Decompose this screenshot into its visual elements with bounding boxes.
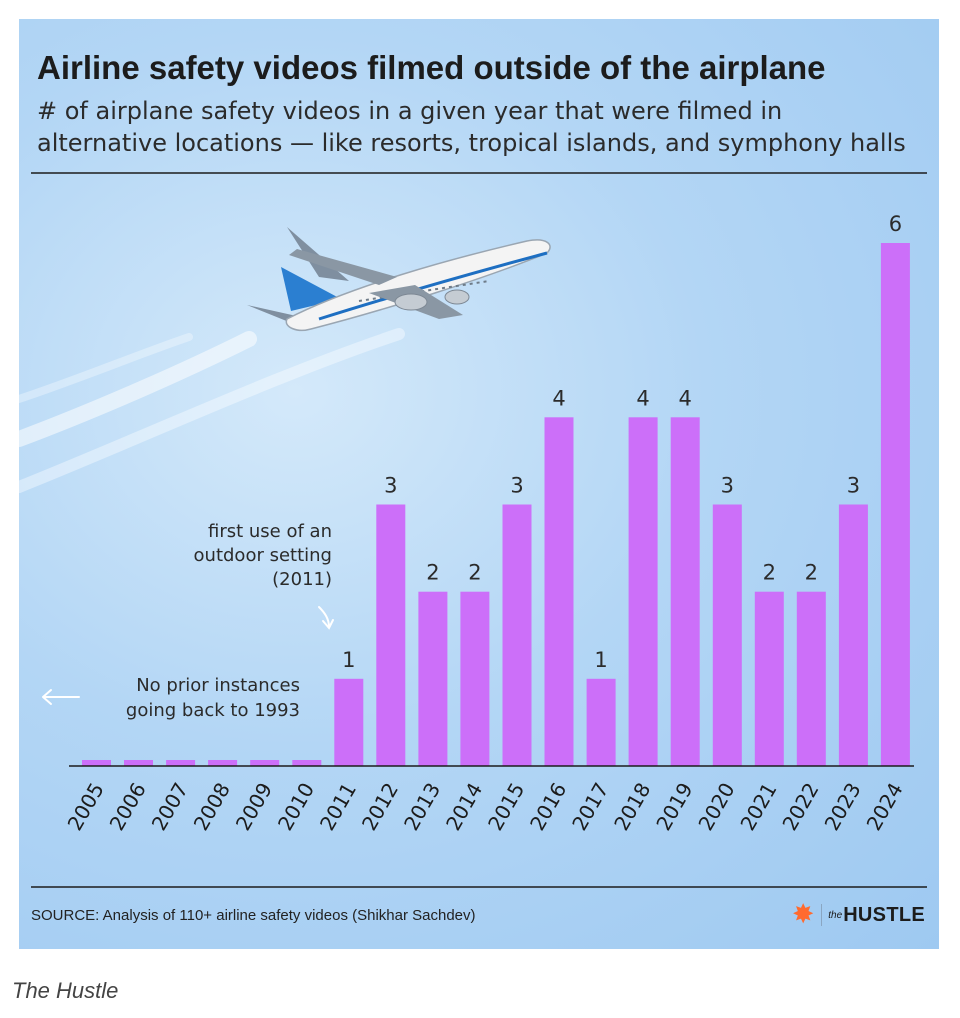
x-tick-label-2008: 2008 [189, 779, 235, 835]
image-caption: The Hustle [12, 978, 119, 1003]
annotation-line-1: No prior instances [136, 675, 300, 696]
hubspot-sprocket-icon: ✸ [793, 901, 814, 928]
value-labels-group: 1 3 2 2 3 4 1 4 4 3 2 2 3 6 [342, 212, 902, 672]
source-note: SOURCE: Analysis of 110+ airline safety … [31, 907, 476, 924]
value-label-2021: 2 [763, 561, 776, 585]
value-label-2015: 3 [510, 474, 523, 498]
annotation-line-1: first use of an [208, 521, 332, 542]
logo-divider [821, 904, 823, 926]
bar-2012 [376, 504, 406, 766]
x-tick-label-2010: 2010 [273, 779, 319, 835]
bar-2008 [208, 760, 238, 766]
bar-2014 [460, 591, 490, 766]
value-label-2011: 1 [342, 648, 355, 672]
bar-2017 [586, 678, 616, 766]
x-tick-label-2009: 2009 [231, 779, 277, 835]
bar-2006 [124, 760, 153, 766]
annotation-no-prior: No prior instances going back to 1993 [126, 675, 300, 721]
value-label-2023: 3 [847, 474, 860, 498]
x-labels-group: 2005200620072008200920102011201220132014… [63, 779, 908, 835]
value-label-2019: 4 [679, 386, 692, 410]
x-tick-label-2016: 2016 [525, 779, 571, 835]
value-label-2016: 4 [552, 386, 565, 410]
value-label-2014: 2 [468, 561, 481, 585]
x-tick-label-2015: 2015 [483, 779, 529, 835]
x-tick-label-2019: 2019 [651, 779, 697, 835]
bars-group [82, 243, 910, 766]
x-tick-label-2006: 2006 [105, 779, 151, 835]
annotation-line-2: outdoor setting [194, 545, 332, 566]
x-tick-label-2007: 2007 [147, 779, 193, 835]
airplane-icon [247, 227, 551, 331]
bar-2024 [880, 243, 910, 766]
hustle-logo: ✸ the HUSTLE [793, 903, 925, 927]
annotation-line-3: (2011) [272, 569, 332, 590]
bar-2007 [166, 760, 196, 766]
x-tick-label-2023: 2023 [819, 779, 865, 835]
bar-2021 [754, 591, 784, 766]
value-label-2012: 3 [384, 474, 397, 498]
bar-2010 [292, 760, 322, 766]
x-tick-label-2014: 2014 [441, 779, 487, 835]
x-tick-label-2012: 2012 [357, 779, 403, 835]
bar-2018 [628, 417, 658, 766]
x-tick-label-2011: 2011 [315, 779, 361, 835]
bar-2016 [544, 417, 574, 766]
x-tick-label-2017: 2017 [567, 779, 613, 835]
contrail-decoration [19, 328, 405, 493]
logo-the: the [828, 909, 843, 921]
bar-2009 [250, 760, 280, 766]
value-label-2018: 4 [636, 386, 649, 410]
bar-2019 [670, 417, 700, 766]
annotation-first-outdoor: first use of an outdoor setting (2011) [194, 521, 332, 590]
left-arrow-icon [42, 689, 80, 705]
value-label-2020: 3 [721, 474, 734, 498]
x-tick-label-2022: 2022 [777, 779, 823, 835]
bar-2013 [418, 591, 448, 766]
x-tick-label-2005: 2005 [63, 779, 109, 835]
bar-2011 [334, 678, 364, 766]
x-tick-label-2021: 2021 [735, 779, 781, 835]
value-label-2022: 2 [805, 561, 818, 585]
bar-2022 [796, 591, 826, 766]
bar-2023 [838, 504, 868, 766]
logo-wordmark: HUSTLE [843, 903, 925, 926]
value-label-2024: 6 [889, 212, 902, 236]
bar-2015 [502, 504, 532, 766]
annotation-line-2: going back to 1993 [126, 700, 300, 721]
x-tick-label-2018: 2018 [609, 779, 655, 835]
curved-arrow-icon [318, 606, 334, 630]
value-label-2013: 2 [426, 561, 439, 585]
x-tick-label-2020: 2020 [693, 779, 739, 835]
bar-2020 [712, 504, 742, 766]
chart-subtitle: # of airplane safety videos in a given y… [37, 97, 906, 157]
x-tick-label-2013: 2013 [399, 779, 445, 835]
bar-2005 [82, 760, 111, 766]
x-tick-label-2024: 2024 [861, 779, 907, 835]
chart-title: Airline safety videos filmed outside of … [37, 49, 826, 86]
value-label-2017: 1 [594, 648, 607, 672]
